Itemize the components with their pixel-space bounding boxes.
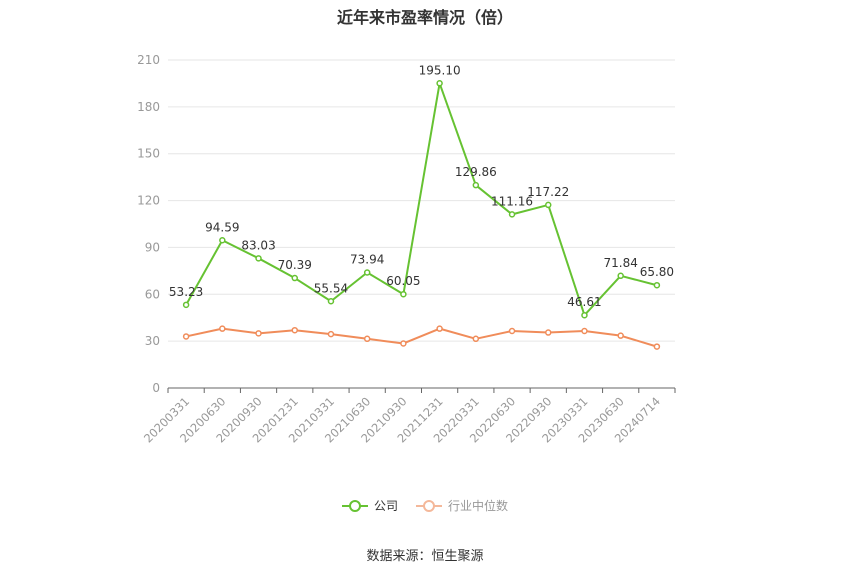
- series-line-1: [185, 327, 658, 348]
- y-tick-label-2: 60: [145, 287, 160, 301]
- y-tick-label-0: 0: [152, 381, 160, 395]
- y-tick-label-6: 180: [137, 100, 160, 114]
- point-s0-1: [219, 237, 226, 244]
- legend-item-company[interactable]: 公司: [341, 497, 398, 514]
- data-label-6: 60.05: [386, 274, 420, 288]
- data-label-3: 70.39: [278, 258, 312, 272]
- data-label-12: 71.84: [603, 256, 637, 270]
- point-s1-7: [436, 325, 443, 332]
- point-s1-0: [182, 333, 190, 340]
- point-s0-8: [472, 181, 480, 189]
- point-s1-5: [363, 335, 371, 343]
- point-s0-11: [581, 311, 588, 319]
- point-s1-4: [327, 330, 335, 338]
- legend: 公司 行业中位数: [0, 497, 850, 514]
- point-s0-9: [508, 211, 516, 218]
- data-label-11: 46.61: [567, 295, 601, 309]
- point-s1-13: [653, 343, 661, 350]
- point-s0-13: [653, 281, 661, 289]
- legend-item-industry[interactable]: 行业中位数: [416, 497, 508, 514]
- data-label-2: 83.03: [241, 238, 275, 252]
- data-label-13: 65.80: [640, 265, 674, 279]
- y-tick-label-1: 30: [145, 334, 160, 348]
- point-s0-12: [617, 272, 624, 280]
- point-s1-12: [617, 332, 624, 339]
- data-source: 数据来源：恒生聚源: [366, 549, 484, 564]
- point-s0-0: [182, 301, 190, 309]
- legend-label-industry: 行业中位数: [448, 499, 509, 513]
- point-s0-4: [327, 298, 335, 305]
- chart-title: 近年来市盈率情况（倍）: [336, 8, 513, 27]
- point-s1-11: [581, 327, 588, 335]
- point-s1-6: [400, 340, 407, 347]
- y-tick-label-5: 150: [137, 147, 160, 161]
- point-s1-2: [255, 330, 262, 337]
- point-s0-10: [545, 201, 552, 209]
- point-s0-6: [400, 290, 407, 298]
- legend-swatch-industry: [416, 499, 442, 513]
- data-label-8: 129.86: [455, 165, 497, 179]
- point-s1-3: [291, 326, 298, 334]
- data-label-9: 111.16: [491, 194, 533, 208]
- data-label-0: 53.23: [169, 285, 203, 299]
- data-label-1: 94.59: [205, 220, 239, 234]
- series-line-0: [185, 82, 658, 317]
- y-tick-label-4: 120: [137, 194, 160, 208]
- point-s1-1: [219, 325, 226, 332]
- point-s0-5: [363, 269, 371, 276]
- data-label-4: 55.54: [314, 281, 348, 295]
- data-label-5: 73.94: [350, 253, 384, 267]
- line-chart: 0306090120150180210202003312020063020200…: [137, 53, 676, 446]
- point-s0-2: [255, 255, 262, 262]
- y-tick-label-7: 210: [137, 53, 160, 67]
- point-s1-10: [545, 329, 552, 336]
- legend-label-company: 公司: [373, 499, 398, 513]
- point-s0-7: [436, 80, 443, 87]
- data-label-7: 195.10: [419, 63, 461, 77]
- y-tick-label-3: 90: [145, 240, 160, 254]
- point-s1-9: [508, 327, 516, 335]
- point-s0-3: [291, 274, 298, 282]
- data-label-10: 117.22: [527, 185, 569, 199]
- point-s1-8: [472, 335, 480, 343]
- legend-swatch-company: [341, 499, 368, 513]
